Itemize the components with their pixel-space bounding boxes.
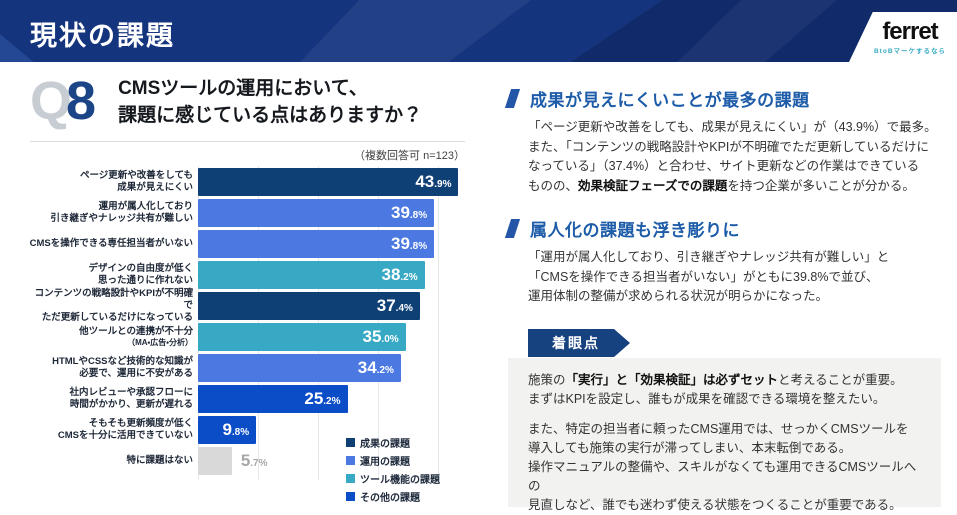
bar-value: 34.2% bbox=[357, 357, 394, 377]
bar-value: 39.8% bbox=[390, 202, 428, 222]
bar-value: 25.2% bbox=[304, 388, 341, 408]
bar-value: 39.8% bbox=[390, 233, 428, 253]
chart-row: 社内レビューや承認フローに 時間がかかり、更新が遅れる 25.2% bbox=[28, 383, 465, 414]
bar-label-text: デザインの自由度が低く 思った通りに作れない bbox=[88, 262, 193, 286]
bar-label: 運用が属人化しており 引き継ぎやナレッジ共有が難しい bbox=[28, 201, 193, 225]
sample-size-note: （複数回答可 n=123） bbox=[354, 150, 465, 162]
chart-row: 運用が属人化しており 引き継ぎやナレッジ共有が難しい 39.8% bbox=[28, 197, 465, 228]
bar-label: コンテンツの戦略設計やKPIが不明確で ただ更新しているだけになっている bbox=[28, 288, 193, 324]
bar-label: 社内レビューや承認フローに 時間がかかり、更新が遅れる bbox=[28, 387, 193, 411]
focus-paragraph-2: また、特定の担当者に頼ったCMS運用では、せっかくCMSツールを 導入しても施策… bbox=[528, 422, 917, 512]
bar-label: デザインの自由度が低く 思った通りに作れない bbox=[28, 263, 193, 287]
focus-paragraph-1: 施策の「実行」と「効果検証」は必ずセットと考えることが重要。 まずはKPIを設定… bbox=[528, 373, 903, 406]
bar-label-text: HTMLやCSSなど技術的な知識が 必要で、運用に不安がある bbox=[52, 355, 193, 379]
bar-segment: 9.8% bbox=[198, 415, 257, 444]
chart-row: デザインの自由度が低く 思った通りに作れない 38.2% bbox=[28, 259, 465, 290]
bar-label-text: CMSを操作できる専任担当者がいない bbox=[29, 237, 193, 249]
chart-row: 特に課題はない 5.7% bbox=[28, 445, 465, 476]
chart-row: コンテンツの戦略設計やKPIが不明確で ただ更新しているだけになっている 37.… bbox=[28, 288, 465, 324]
bar-value: 43.9% bbox=[415, 171, 452, 191]
legend-item: 運用の課題 bbox=[346, 453, 440, 468]
legend-swatch bbox=[346, 438, 355, 447]
chart-row: HTMLやCSSなど技術的な知識が 必要で、運用に不安がある 34.2% bbox=[28, 352, 465, 383]
question-number: 8 bbox=[66, 71, 97, 131]
legend-item: 成果の課題 bbox=[346, 435, 440, 450]
chart-row: CMSを操作できる専任担当者がいない 39.8% bbox=[28, 228, 465, 259]
ferret-logo: ferret BtoBマーケするなら bbox=[849, 12, 957, 62]
bar-label: CMSを操作できる専任担当者がいない bbox=[28, 238, 193, 250]
bar-label-text: ページ更新や改善をしても 成果が見えにくい bbox=[79, 169, 193, 193]
bar-segment: 37.4% bbox=[198, 291, 420, 320]
legend-swatch bbox=[346, 492, 355, 501]
bar-sublabel: （MA・広告・分析） bbox=[127, 337, 193, 347]
bar-label: 特に課題はない bbox=[28, 455, 193, 467]
insight-heading-1: 成果が見えにくいことが最多の課題 bbox=[504, 86, 810, 111]
bar-label: そもそも更新頻度が低く CMSを十分に活用できていない bbox=[28, 418, 193, 442]
bar-segment: 43.9% bbox=[198, 167, 459, 196]
bar-value: 35.0% bbox=[362, 326, 399, 346]
chart-row: そもそも更新頻度が低く CMSを十分に活用できていない 9.8% bbox=[28, 414, 465, 445]
bar-label-text: 特に課題はない bbox=[126, 454, 193, 466]
bar-segment: 25.2% bbox=[198, 384, 348, 413]
bar-segment bbox=[198, 446, 232, 475]
bar-segment: 39.8% bbox=[198, 198, 435, 227]
bar-label-text: 社内レビューや承認フローに 時間がかかり、更新が遅れる bbox=[69, 386, 193, 410]
bar-value: 5.7% bbox=[240, 450, 268, 470]
legend-swatch bbox=[346, 456, 355, 465]
legend-swatch bbox=[346, 474, 355, 483]
logo-tagline: BtoBマーケするなら bbox=[873, 47, 947, 55]
question-block: Q 8 CMSツールの運用において、 課題に感じている点はありますか？ bbox=[30, 72, 422, 130]
question-text: CMSツールの運用において、 課題に感じている点はありますか？ bbox=[118, 78, 423, 126]
bar-segment: 35.0% bbox=[198, 322, 406, 351]
insight-paragraph-2: 「運用が属人化しており、引き継ぎやナレッジ共有が難しい」と 「CMSを操作できる… bbox=[528, 250, 890, 303]
bar-value: 37.4% bbox=[376, 295, 413, 315]
bar-segment: 39.8% bbox=[198, 229, 435, 258]
slash-icon bbox=[504, 89, 521, 108]
page-title: 現状の課題 bbox=[30, 21, 175, 51]
insight-paragraph-1: 「ページ更新や改善をしても、成果が見えにくい」が（43.9%）で最多。 また、「… bbox=[528, 120, 937, 193]
bar-label-text: 運用が属人化しており 引き継ぎやナレッジ共有が難しい bbox=[50, 200, 193, 224]
chart-row: 他ツールとの連携が不十分 （MA・広告・分析） 35.0% bbox=[28, 321, 465, 352]
header-pattern bbox=[300, 0, 531, 62]
bar-label-text: コンテンツの戦略設計やKPIが不明確で ただ更新しているだけになっている bbox=[34, 287, 193, 323]
bar-label-text: 他ツールとの連携が不十分 bbox=[79, 325, 193, 337]
bar-segment: 38.2% bbox=[198, 260, 425, 289]
bar-value: 38.2% bbox=[381, 264, 418, 284]
bar-value: 9.8% bbox=[222, 419, 250, 439]
header-bar: 現状の課題 ferret BtoBマーケするなら bbox=[0, 0, 957, 62]
focus-point-banner: 着眼点 bbox=[528, 329, 630, 357]
question-separator bbox=[30, 141, 465, 142]
slash-icon bbox=[504, 219, 521, 238]
focus-point-body: 施策の「実行」と「効果検証」は必ずセットと考えることが重要。 まずはKPIを設定… bbox=[508, 358, 941, 515]
bar-label: HTMLやCSSなど技術的な知識が 必要で、運用に不安がある bbox=[28, 356, 193, 380]
bar-chart: ページ更新や改善をしても 成果が見えにくい 43.9% 運用が属人化しており 引… bbox=[28, 166, 469, 504]
focus-point-box: 着眼点 施策の「実行」と「効果検証」は必ずセットと考えることが重要。 まずはKP… bbox=[508, 358, 941, 512]
bar-label: ページ更新や改善をしても 成果が見えにくい bbox=[28, 170, 193, 194]
logo-brand-text: ferret bbox=[882, 17, 938, 45]
legend-item: ツール機能の課題 bbox=[346, 471, 440, 486]
bar-segment: 34.2% bbox=[198, 353, 401, 382]
bar-label-text: そもそも更新頻度が低く CMSを十分に活用できていない bbox=[57, 417, 193, 441]
bar-label: 他ツールとの連携が不十分 （MA・広告・分析） bbox=[28, 326, 193, 348]
chart-row: ページ更新や改善をしても 成果が見えにくい 43.9% bbox=[28, 166, 465, 197]
question-q-letter: Q bbox=[30, 71, 73, 131]
insight-heading-2: 属人化の課題も浮き彫りに bbox=[504, 216, 740, 241]
legend-item: その他の課題 bbox=[346, 489, 440, 504]
chart-legend: 成果の課題 運用の課題 ツール機能の課題 その他の課題 bbox=[346, 435, 440, 504]
